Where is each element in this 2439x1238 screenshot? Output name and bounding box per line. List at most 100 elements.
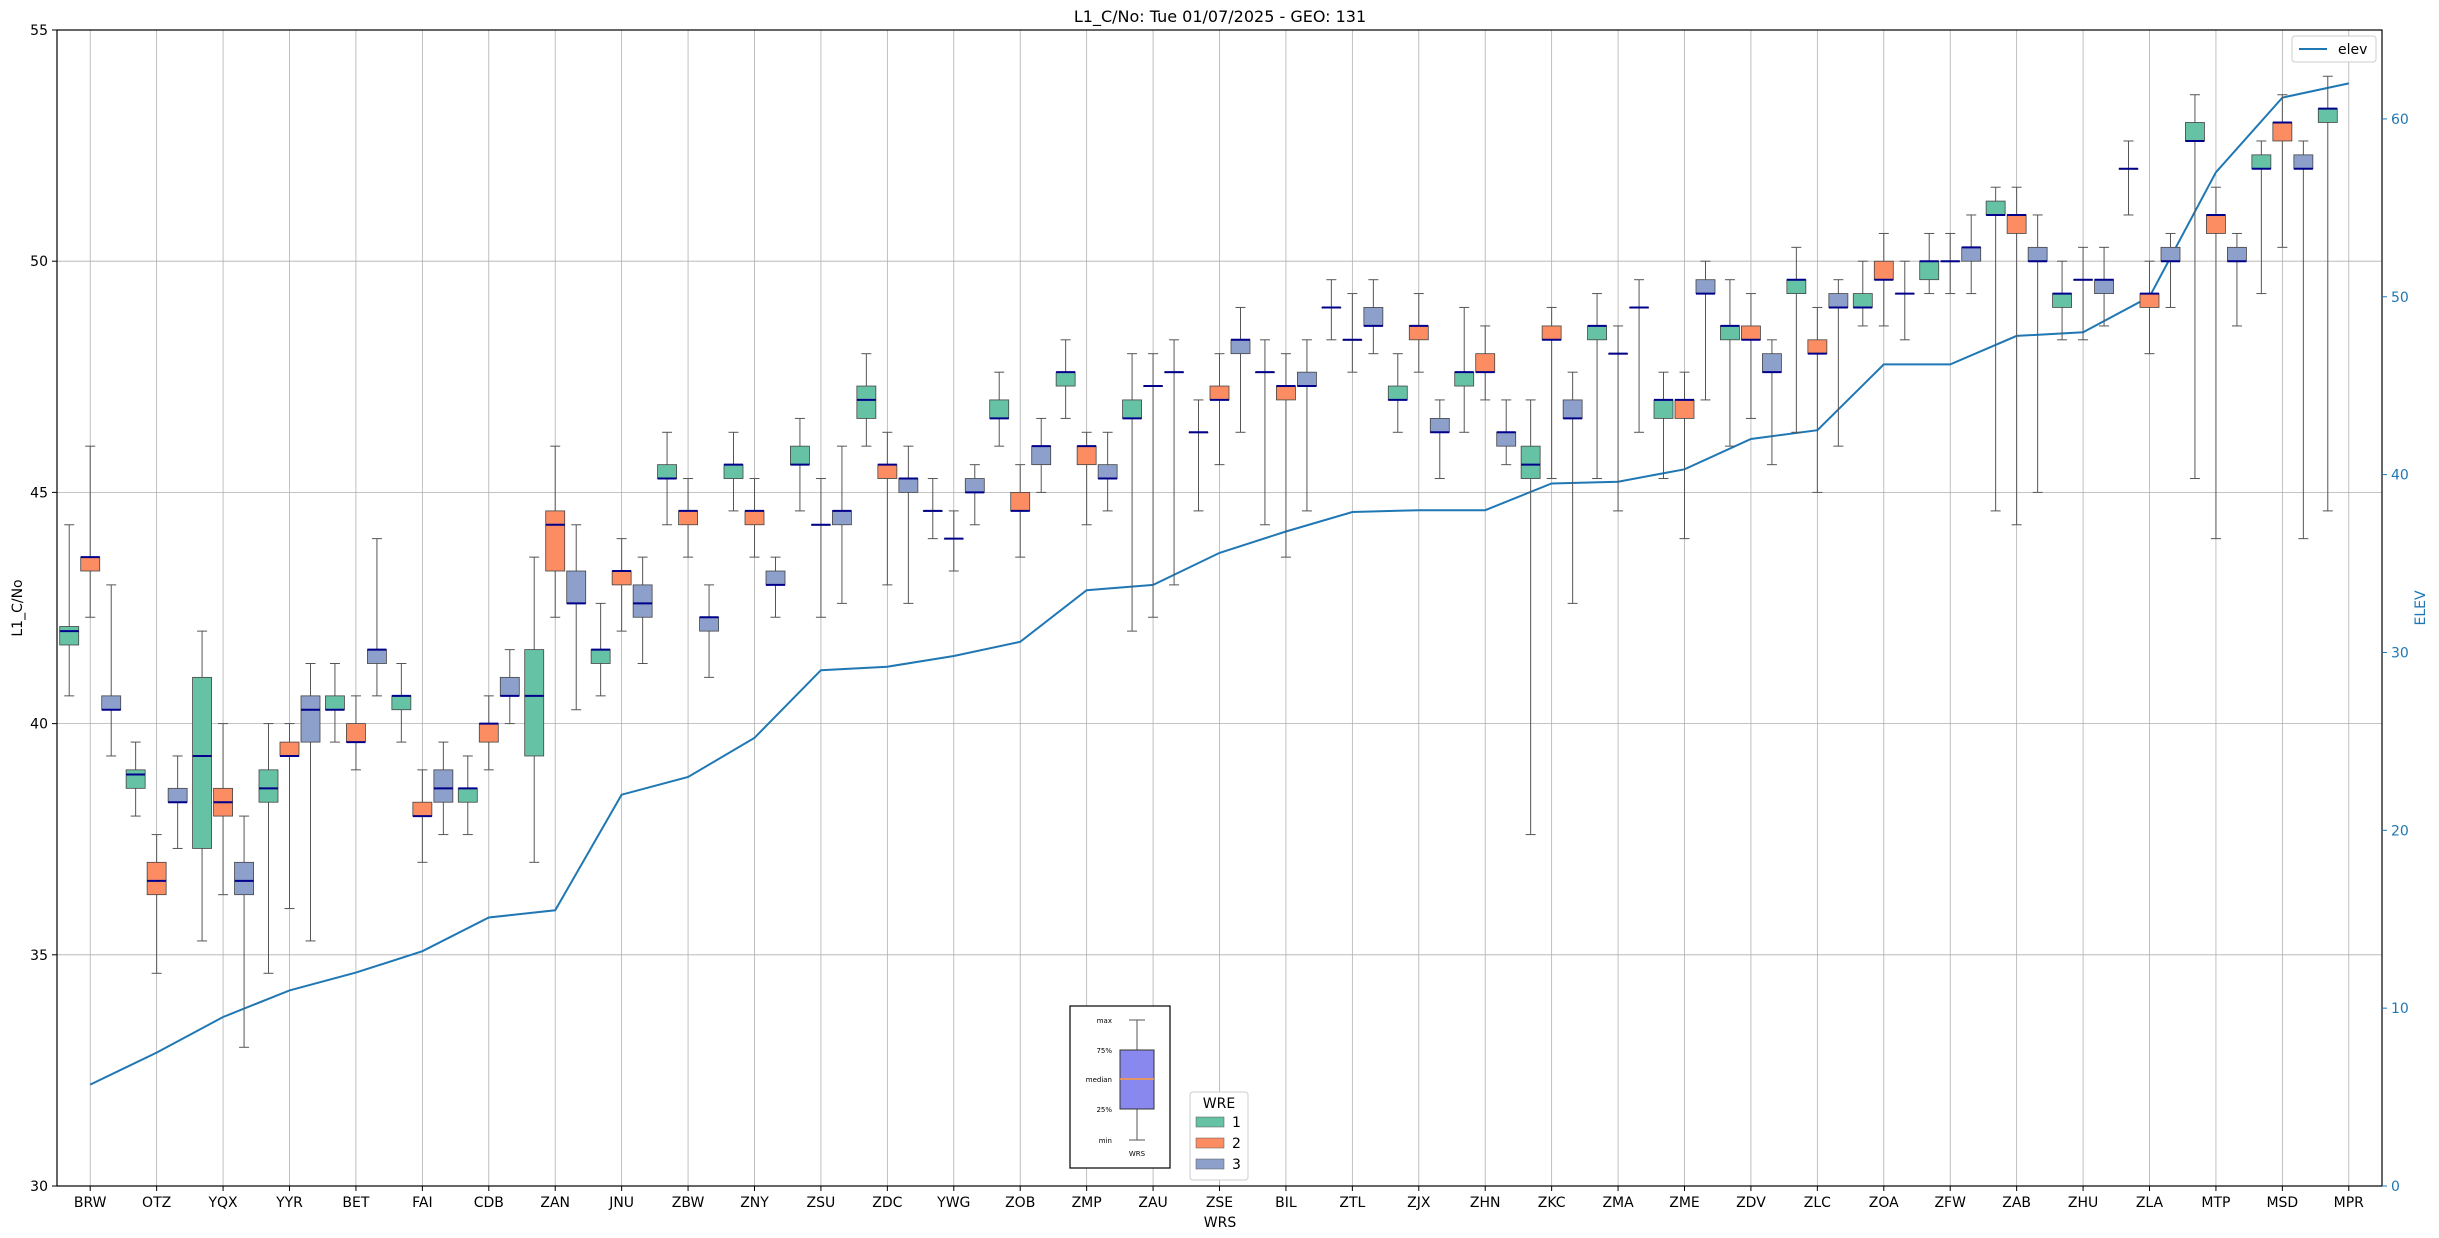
x-tick-label: ZAU — [1138, 1195, 1167, 1211]
box-BRW-wre1 — [59, 524, 80, 697]
box-ZKC-wre1 — [1520, 399, 1541, 836]
box-body — [1408, 325, 1429, 341]
box-body — [2052, 293, 2072, 308]
box-ZSU-wre3 — [832, 445, 852, 604]
box-ZFW-wre2 — [1940, 232, 1961, 295]
box-ZSU-wre1 — [790, 417, 810, 512]
box-YYR-wre1 — [258, 723, 279, 974]
box-ZLC-wre3 — [1828, 279, 1849, 447]
box-body — [964, 478, 985, 493]
x-axis: BRW OTZ YQX YYR BET FAI CDB ZAN JNU ZBW ZNY ZSU ZDC Y… — [74, 1186, 2364, 1211]
box-ZAB-wre2 — [2006, 186, 2027, 526]
box-body — [1230, 339, 1251, 355]
box-ZDC-wre1 — [856, 353, 877, 447]
box-ZLA-wre3 — [2160, 232, 2181, 308]
elev-series — [89, 82, 2350, 1086]
box-ZMA-wre2 — [1608, 325, 1628, 512]
box-FAI-wre2 — [412, 769, 433, 863]
x-tick-label: ZAN — [540, 1195, 570, 1211]
box-body — [1807, 339, 1828, 355]
box-body — [80, 556, 101, 572]
box-body — [1429, 418, 1450, 433]
x-tick-label: BRW — [74, 1195, 107, 1211]
box-body — [1122, 399, 1142, 419]
box-body — [258, 769, 279, 803]
box-body — [1276, 385, 1296, 401]
box-body — [1873, 260, 1894, 281]
box-body — [590, 649, 611, 664]
box-ZMA-wre3 — [1629, 279, 1649, 433]
box-body — [391, 695, 412, 711]
box-body — [146, 861, 167, 896]
y-tick-label: 50 — [30, 254, 48, 270]
box-body — [632, 584, 653, 618]
box-body — [412, 801, 433, 817]
grid — [57, 29, 2382, 1187]
box-body — [2185, 122, 2205, 142]
box-body — [1209, 385, 1230, 401]
box-body — [1828, 293, 1849, 308]
box-ZMP-wre3 — [1097, 431, 1118, 512]
box-MSD-wre3 — [2293, 140, 2314, 540]
box-body — [1852, 293, 1873, 308]
box-ZHU-wre2 — [2073, 246, 2093, 341]
box-body — [1076, 445, 1097, 466]
box-ZMP-wre1 — [1055, 339, 1076, 419]
wre-legend-swatch-3 — [1195, 1158, 1225, 1170]
box-YQX-wre3 — [234, 815, 254, 1048]
box-ZDV-wre2 — [1741, 293, 1761, 419]
box-ZME-wre3 — [1695, 260, 1716, 401]
box-ZDV-wre3 — [1762, 339, 1782, 466]
box-body — [1031, 445, 1052, 466]
box-FAI-wre1 — [391, 662, 412, 743]
x-tick-label: ZFW — [1934, 1195, 1966, 1211]
box-body — [2027, 246, 2048, 262]
box-ZDC-wre3 — [898, 445, 919, 604]
x-tick-label: ZLA — [2136, 1195, 2164, 1211]
y-tick-label: 55 — [30, 23, 48, 39]
box-body — [367, 649, 387, 664]
x-axis-label: WRS — [1204, 1215, 1237, 1231]
box-body — [1762, 353, 1782, 373]
box-body — [2206, 214, 2226, 234]
x-tick-label: YQX — [207, 1195, 238, 1211]
box-body — [1010, 491, 1031, 512]
x-tick-label: ZAB — [2002, 1195, 2031, 1211]
x-tick-label: OTZ — [142, 1195, 171, 1211]
box-body — [856, 385, 877, 419]
y-axis-left: 30 35 40 45 50 55 — [30, 23, 57, 1195]
box-body — [2227, 246, 2247, 262]
wre-legend-swatch-1 — [1195, 1116, 1225, 1128]
box-MTP-wre1 — [2185, 94, 2205, 480]
box-key-label-q3: 75% — [1096, 1047, 1112, 1055]
box-YYR-wre2 — [279, 723, 300, 910]
box-body — [1961, 246, 1982, 262]
box-key-label-min: min — [1099, 1137, 1112, 1145]
box-body — [1562, 399, 1583, 419]
box-body — [325, 695, 345, 711]
box-ZLA-wre1 — [2118, 140, 2139, 216]
box-ZBW-wre1 — [657, 431, 677, 526]
y-right-tick-label: 0 — [2391, 1179, 2400, 1195]
box-body — [433, 769, 454, 803]
box-ZOB-wre2 — [1010, 464, 1031, 558]
elev-legend-label: elev — [2338, 42, 2367, 58]
box-ZSU-wre2 — [811, 478, 831, 618]
box-body — [1297, 371, 1317, 387]
box-CDB-wre3 — [499, 649, 520, 725]
box-body — [898, 478, 919, 493]
box-ZMA-wre1 — [1587, 293, 1607, 480]
box-YQX-wre1 — [192, 630, 212, 942]
box-ZJX-wre2 — [1408, 293, 1429, 373]
y-right-tick-label: 30 — [2391, 645, 2409, 661]
box-body — [1387, 385, 1408, 401]
wre-legend: WRE 1 2 3 — [1189, 1091, 1249, 1181]
box-ZHN-wre2 — [1475, 325, 1496, 401]
box-ZLC-wre2 — [1807, 306, 1828, 493]
box-JNU-wre3 — [632, 556, 653, 664]
box-body — [566, 570, 587, 604]
box-BET-wre2 — [346, 695, 366, 771]
box-BET-wre3 — [367, 538, 387, 697]
box-body — [1695, 279, 1716, 294]
box-ZAN-wre3 — [566, 524, 587, 711]
